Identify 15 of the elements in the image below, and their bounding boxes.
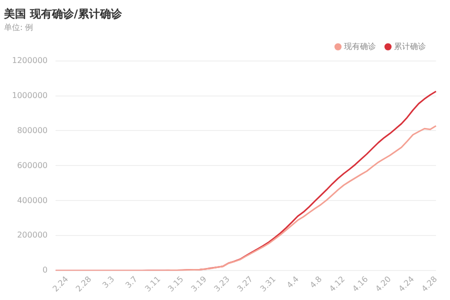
y-tick-label: 1200000: [12, 56, 48, 65]
x-tick-label: 3.7: [124, 274, 140, 290]
chart-subtitle: 单位: 例: [4, 23, 34, 32]
y-tick-label: 800000: [17, 126, 48, 135]
y-tick-label: 0: [42, 266, 48, 275]
legend-label: 累计确诊: [394, 42, 426, 51]
x-tick-label: 3.3: [100, 274, 116, 290]
legend-label: 现有确诊: [344, 42, 376, 51]
y-tick-label: 1000000: [12, 90, 48, 100]
chart-title: 美国 现有确诊/累计确诊: [3, 7, 123, 20]
y-tick-label: 200000: [17, 230, 48, 240]
x-tick-label: 4.4: [285, 274, 301, 290]
y-tick-label: 400000: [17, 196, 48, 205]
y-tick-label: 600000: [17, 160, 48, 170]
x-tick-label: 4.8: [308, 274, 324, 290]
